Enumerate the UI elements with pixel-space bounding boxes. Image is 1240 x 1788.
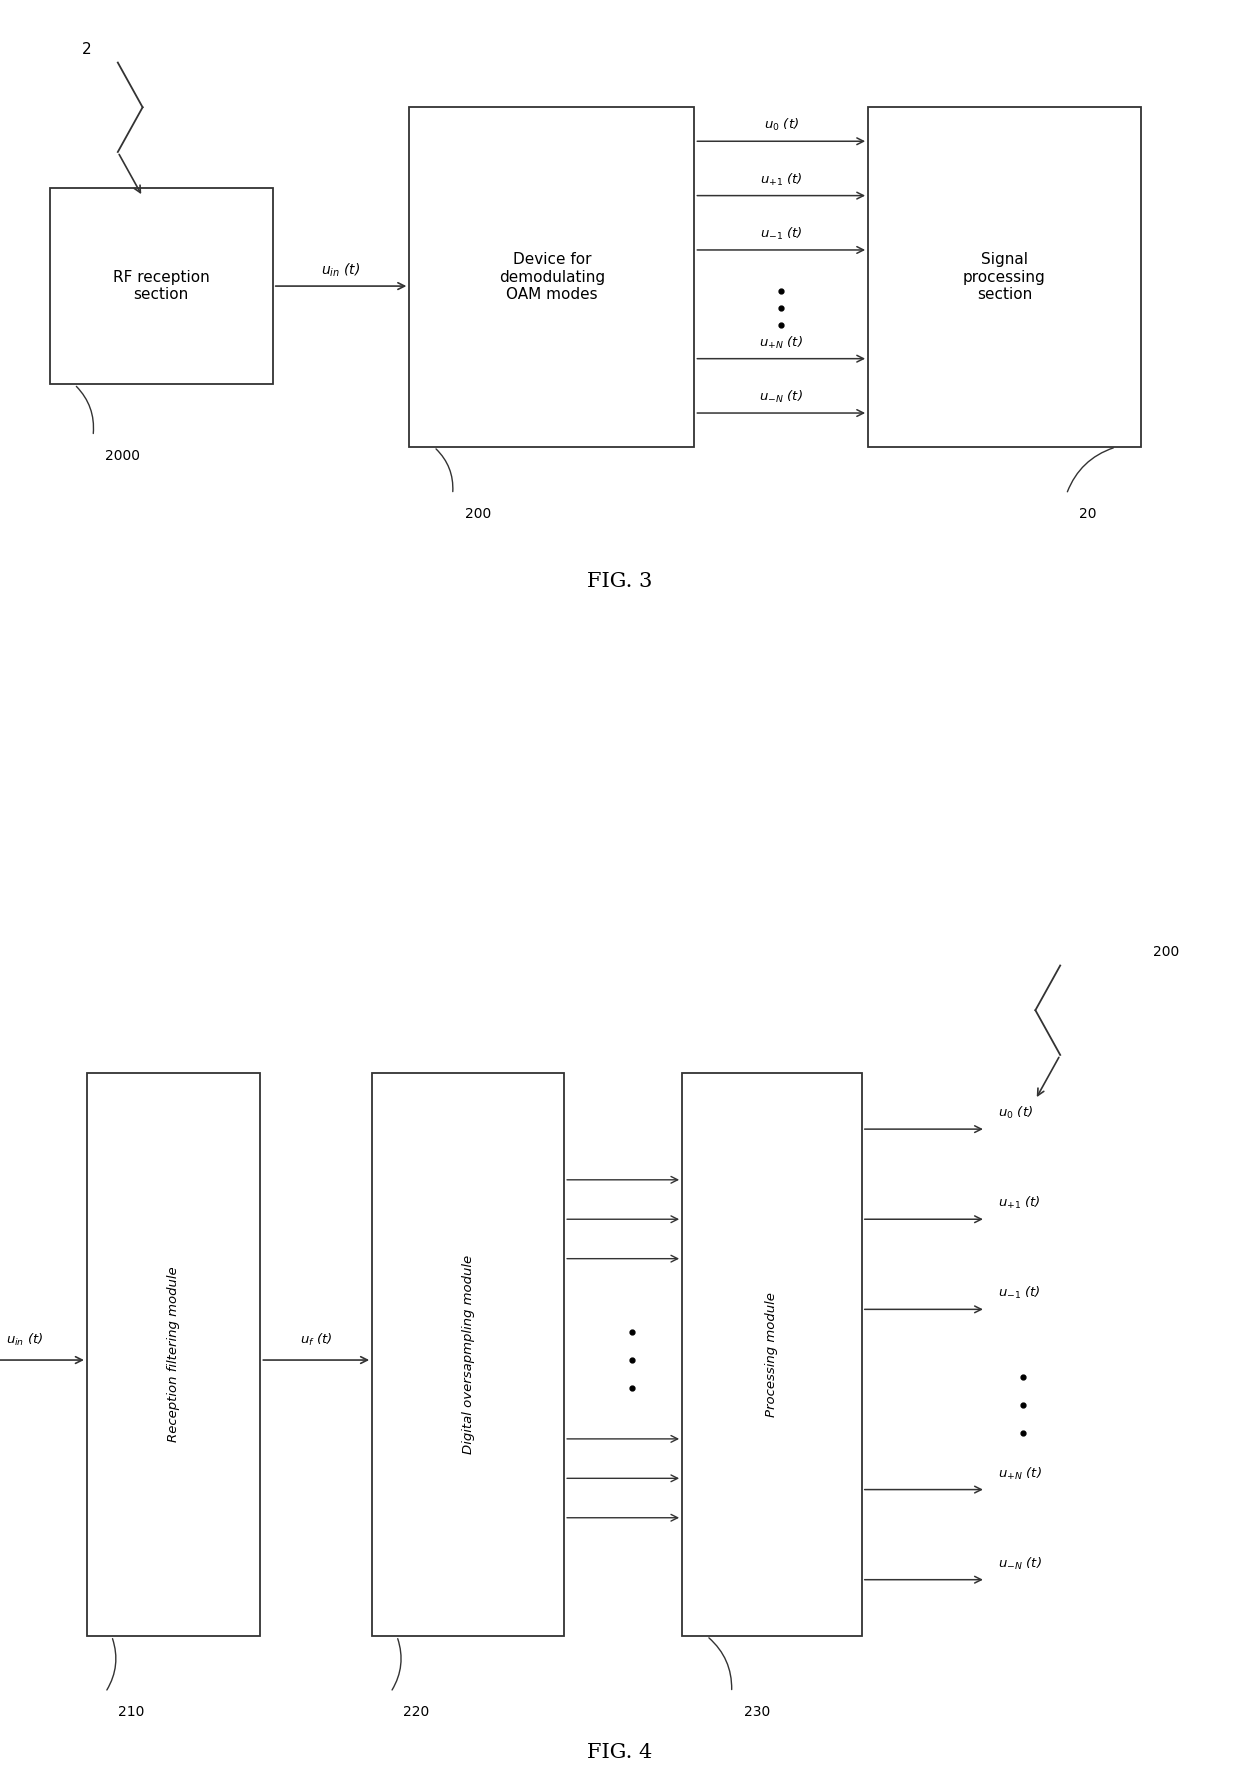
Text: $u_{-N}$ (t): $u_{-N}$ (t) <box>759 388 804 406</box>
Text: 2000: 2000 <box>105 449 140 463</box>
Text: $u_{in}$ (t): $u_{in}$ (t) <box>321 261 361 279</box>
Text: $u_0$ (t): $u_0$ (t) <box>998 1105 1033 1121</box>
Text: $u_{+1}$ (t): $u_{+1}$ (t) <box>998 1194 1042 1210</box>
Bar <box>682 1073 862 1636</box>
Text: $u_0$ (t): $u_0$ (t) <box>764 116 799 134</box>
Text: Digital oversapmpling module: Digital oversapmpling module <box>461 1255 475 1454</box>
Text: $u_{+N}$ (t): $u_{+N}$ (t) <box>759 334 804 350</box>
Text: 220: 220 <box>403 1706 429 1718</box>
Text: 20: 20 <box>1079 508 1096 520</box>
Bar <box>409 107 694 447</box>
Text: 230: 230 <box>744 1706 770 1718</box>
Bar <box>868 107 1141 447</box>
Text: Device for
demodulating
OAM modes: Device for demodulating OAM modes <box>498 252 605 302</box>
Text: Processing module: Processing module <box>765 1293 779 1416</box>
Text: $u_{in}$ (t): $u_{in}$ (t) <box>6 1332 43 1348</box>
Bar <box>372 1073 564 1636</box>
Text: FIG. 4: FIG. 4 <box>588 1743 652 1761</box>
Text: $u_{+N}$ (t): $u_{+N}$ (t) <box>998 1466 1042 1482</box>
Bar <box>50 188 273 384</box>
Text: Signal
processing
section: Signal processing section <box>963 252 1045 302</box>
Text: 200: 200 <box>1153 946 1179 958</box>
Bar <box>87 1073 260 1636</box>
Text: 200: 200 <box>465 508 491 520</box>
Text: $u_{-1}$ (t): $u_{-1}$ (t) <box>760 225 802 241</box>
Text: $u_{+1}$ (t): $u_{+1}$ (t) <box>760 172 802 188</box>
Text: $u_{-N}$ (t): $u_{-N}$ (t) <box>998 1556 1042 1572</box>
Text: FIG. 3: FIG. 3 <box>588 572 652 590</box>
Text: 2: 2 <box>82 41 92 57</box>
Text: $u_{-1}$ (t): $u_{-1}$ (t) <box>998 1286 1042 1302</box>
Text: 210: 210 <box>118 1706 144 1718</box>
Text: $u_f$ (t): $u_f$ (t) <box>300 1332 332 1348</box>
Text: RF reception
section: RF reception section <box>113 270 210 302</box>
Text: Reception filtering module: Reception filtering module <box>167 1266 180 1443</box>
